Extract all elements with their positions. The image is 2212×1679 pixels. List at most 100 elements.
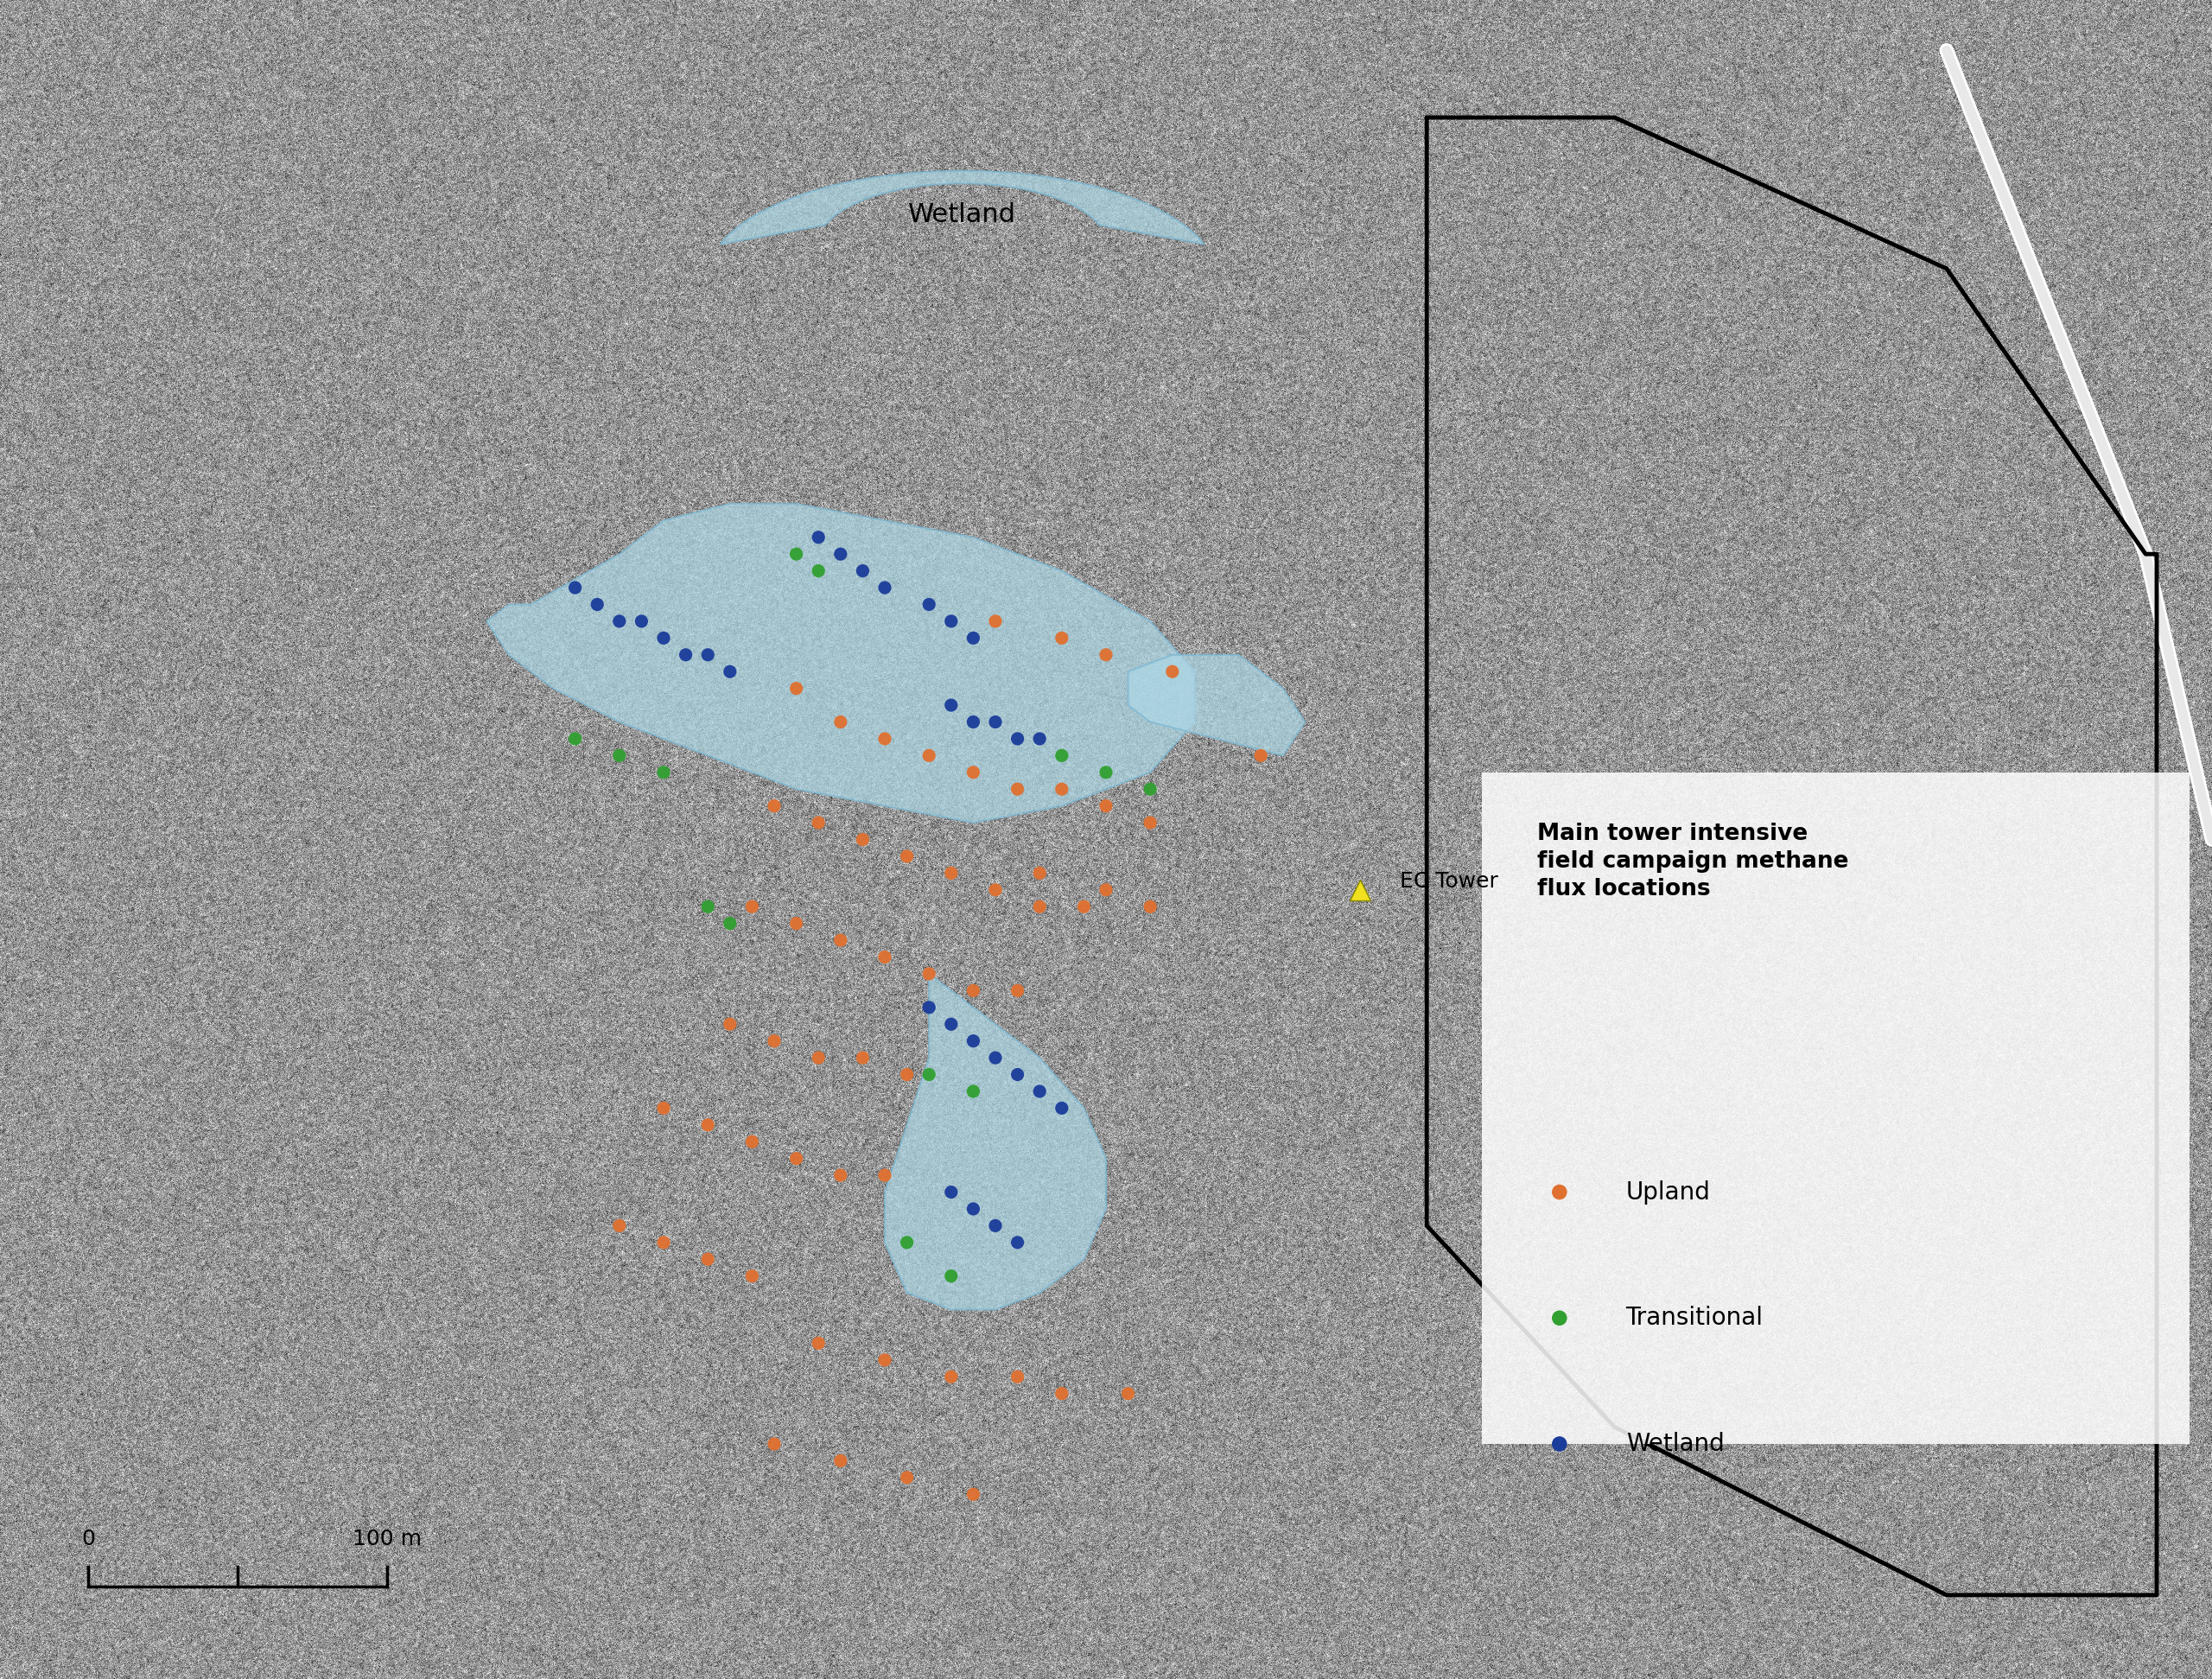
- Point: [956, 977, 991, 1004]
- Polygon shape: [885, 974, 1106, 1310]
- Point: [889, 1464, 925, 1491]
- Text: Transitional: Transitional: [1626, 1306, 1763, 1330]
- Point: [1155, 658, 1190, 685]
- Point: [1044, 625, 1079, 651]
- Point: [712, 1011, 748, 1038]
- Text: Main tower intensive
field campaign methane
flux locations: Main tower intensive field campaign meth…: [1537, 823, 1849, 900]
- Point: [956, 1078, 991, 1105]
- Point: [1088, 759, 1124, 786]
- Text: 0: 0: [82, 1530, 95, 1550]
- Point: [823, 541, 858, 568]
- Point: [978, 608, 1013, 635]
- Text: Upland: Upland: [1626, 1180, 1710, 1204]
- Point: [867, 725, 902, 752]
- Point: [1000, 1229, 1035, 1256]
- FancyBboxPatch shape: [1482, 772, 2190, 1444]
- Point: [956, 625, 991, 651]
- Text: Wetland: Wetland: [1626, 1432, 1723, 1456]
- Point: [1133, 809, 1168, 836]
- Point: [933, 692, 969, 719]
- Point: [933, 860, 969, 887]
- Point: [845, 826, 880, 853]
- Point: [734, 893, 770, 920]
- Point: [801, 1330, 836, 1357]
- Point: [602, 742, 637, 769]
- Point: [956, 1481, 991, 1508]
- Polygon shape: [1128, 655, 1305, 756]
- Text: EC Tower: EC Tower: [1400, 871, 1498, 892]
- Point: [867, 574, 902, 601]
- Point: [646, 1229, 681, 1256]
- Point: [580, 591, 615, 618]
- Point: [867, 944, 902, 970]
- Point: [690, 893, 726, 920]
- Point: [978, 709, 1013, 735]
- Point: [933, 608, 969, 635]
- Polygon shape: [487, 504, 1194, 823]
- Point: [911, 1061, 947, 1088]
- Point: [1000, 1061, 1035, 1088]
- Point: [690, 1111, 726, 1138]
- Point: [801, 1044, 836, 1071]
- Point: [734, 1263, 770, 1289]
- Point: [779, 541, 814, 568]
- Point: [889, 843, 925, 870]
- Point: [823, 709, 858, 735]
- Point: [956, 1195, 991, 1222]
- Point: [801, 809, 836, 836]
- Point: [557, 725, 593, 752]
- Point: [889, 1061, 925, 1088]
- Point: [845, 557, 880, 584]
- Point: [1044, 776, 1079, 803]
- Point: [867, 1347, 902, 1373]
- Point: [1022, 860, 1057, 887]
- Point: [690, 641, 726, 668]
- Point: [823, 927, 858, 954]
- Point: [779, 910, 814, 937]
- Point: [602, 1212, 637, 1239]
- Point: [823, 1447, 858, 1474]
- Point: [757, 792, 792, 819]
- Text: Wetland: Wetland: [909, 203, 1015, 227]
- Point: [690, 1246, 726, 1273]
- Point: [845, 1044, 880, 1071]
- Point: [1088, 641, 1124, 668]
- Point: [646, 759, 681, 786]
- Point: [911, 960, 947, 987]
- Point: [978, 876, 1013, 903]
- Point: [911, 994, 947, 1021]
- Point: [757, 1431, 792, 1457]
- Point: [1066, 893, 1102, 920]
- Point: [1542, 1179, 1577, 1206]
- Point: [1000, 776, 1035, 803]
- Point: [1000, 725, 1035, 752]
- Point: [1044, 1095, 1079, 1122]
- Point: [1022, 893, 1057, 920]
- Point: [933, 1263, 969, 1289]
- Point: [602, 608, 637, 635]
- Point: [1044, 1380, 1079, 1407]
- Point: [933, 1363, 969, 1390]
- Point: [978, 1044, 1013, 1071]
- Point: [646, 1095, 681, 1122]
- Point: [1022, 725, 1057, 752]
- Point: [956, 1028, 991, 1054]
- Point: [668, 641, 703, 668]
- Point: [1110, 1380, 1146, 1407]
- Point: [712, 910, 748, 937]
- Point: [712, 658, 748, 685]
- Point: [1088, 876, 1124, 903]
- Point: [956, 709, 991, 735]
- Point: [1542, 1431, 1577, 1457]
- Point: [911, 742, 947, 769]
- Point: [779, 675, 814, 702]
- Point: [978, 1212, 1013, 1239]
- Point: [624, 608, 659, 635]
- Point: [823, 1162, 858, 1189]
- Point: [1343, 876, 1378, 903]
- Point: [557, 574, 593, 601]
- Point: [757, 1028, 792, 1054]
- Polygon shape: [721, 171, 1203, 243]
- Point: [1542, 1305, 1577, 1331]
- Point: [779, 1145, 814, 1172]
